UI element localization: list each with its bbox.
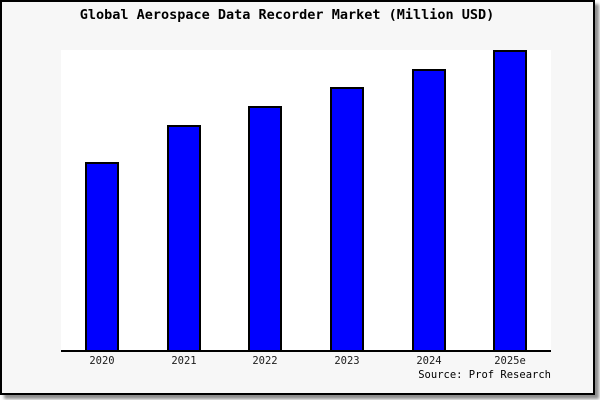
bar-2025e bbox=[493, 50, 527, 350]
x-tick-label-2025e: 2025e bbox=[494, 355, 526, 367]
x-axis-line bbox=[61, 350, 551, 352]
bar-2024 bbox=[412, 69, 446, 350]
chart-frame: Global Aerospace Data Recorder Market (M… bbox=[0, 0, 595, 395]
bar-2021 bbox=[167, 125, 201, 350]
plot-area bbox=[61, 50, 551, 350]
bar-2023 bbox=[330, 87, 364, 350]
bar-2022 bbox=[248, 106, 282, 350]
bar-2020 bbox=[85, 162, 119, 350]
chart-title: Global Aerospace Data Recorder Market (M… bbox=[79, 7, 495, 23]
x-tick-label-2023: 2023 bbox=[334, 355, 360, 367]
x-tick-label-2022: 2022 bbox=[252, 355, 278, 367]
x-tick-label-2020: 2020 bbox=[89, 355, 115, 367]
x-tick-label-2021: 2021 bbox=[171, 355, 197, 367]
source-credit: Source: Prof Research bbox=[418, 369, 551, 381]
x-tick-label-2024: 2024 bbox=[416, 355, 442, 367]
